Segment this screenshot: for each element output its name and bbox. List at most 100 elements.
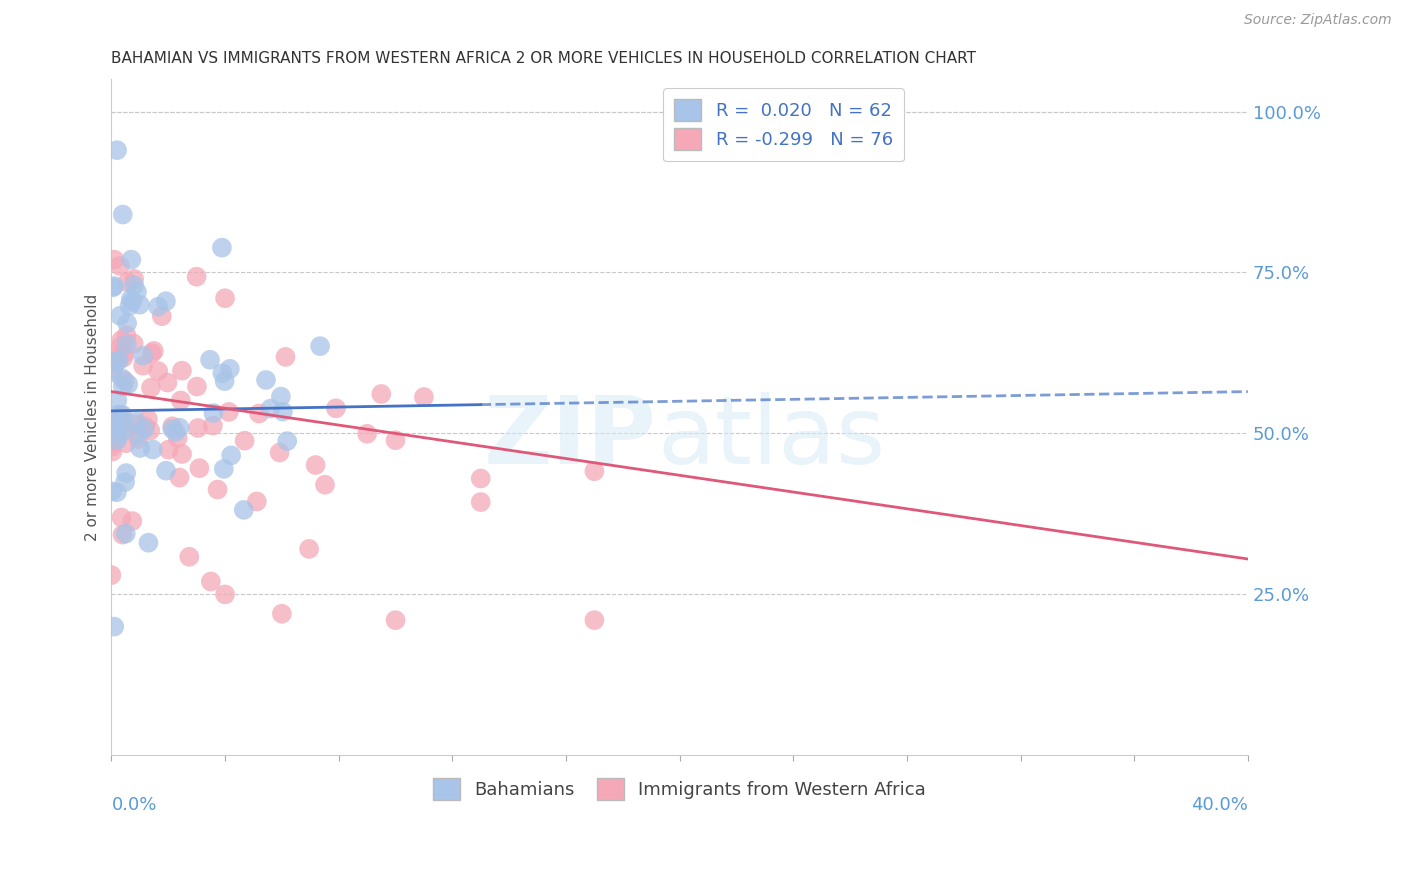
Point	[413, 390, 436, 404]
Point	[111, 415, 134, 429]
Point	[107, 353, 129, 368]
Point	[166, 431, 188, 445]
Point	[101, 280, 124, 294]
Point	[170, 447, 193, 461]
Point	[325, 401, 347, 416]
Text: ZIP: ZIP	[484, 392, 657, 483]
Point	[114, 526, 136, 541]
Point	[304, 458, 326, 472]
Point	[162, 422, 184, 436]
Point	[187, 421, 209, 435]
Point	[132, 359, 155, 373]
Text: atlas: atlas	[657, 392, 886, 483]
Point	[108, 421, 131, 435]
Point	[122, 336, 145, 351]
Point	[121, 294, 143, 309]
Point	[384, 613, 406, 627]
Point	[115, 316, 138, 330]
Point	[104, 416, 127, 430]
Point	[356, 426, 378, 441]
Point	[110, 510, 132, 524]
Point	[218, 361, 240, 376]
Y-axis label: 2 or more Vehicles in Household: 2 or more Vehicles in Household	[86, 293, 100, 541]
Point	[101, 365, 124, 379]
Point	[214, 291, 236, 305]
Point	[110, 409, 132, 423]
Point	[169, 420, 191, 434]
Point	[254, 373, 277, 387]
Point	[101, 484, 124, 499]
Point	[170, 393, 193, 408]
Point	[120, 252, 142, 267]
Point	[114, 475, 136, 489]
Point	[470, 471, 492, 485]
Point	[121, 514, 143, 528]
Point	[112, 351, 135, 365]
Point	[211, 366, 233, 380]
Legend: Bahamians, Immigrants from Western Africa: Bahamians, Immigrants from Western Afric…	[426, 771, 934, 807]
Point	[125, 285, 148, 299]
Point	[111, 208, 134, 222]
Point	[100, 568, 122, 582]
Point	[100, 434, 122, 448]
Point	[108, 309, 131, 323]
Point	[276, 434, 298, 449]
Point	[117, 275, 139, 289]
Point	[111, 408, 134, 422]
Point	[103, 434, 125, 449]
Point	[105, 485, 128, 500]
Point	[170, 364, 193, 378]
Point	[103, 619, 125, 633]
Point	[156, 376, 179, 390]
Point	[202, 406, 225, 420]
Point	[200, 574, 222, 589]
Point	[110, 333, 132, 347]
Point	[271, 404, 294, 418]
Point	[162, 419, 184, 434]
Point	[146, 300, 169, 314]
Point	[125, 414, 148, 428]
Point	[370, 387, 392, 401]
Point	[122, 278, 145, 293]
Point	[233, 434, 256, 448]
Point	[211, 241, 233, 255]
Point	[105, 433, 128, 447]
Point	[134, 419, 156, 434]
Text: 40.0%: 40.0%	[1191, 796, 1249, 814]
Point	[115, 436, 138, 450]
Text: BAHAMIAN VS IMMIGRANTS FROM WESTERN AFRICA 2 OR MORE VEHICLES IN HOUSEHOLD CORRE: BAHAMIAN VS IMMIGRANTS FROM WESTERN AFRI…	[111, 51, 976, 66]
Point	[117, 421, 139, 435]
Point	[142, 343, 165, 358]
Point	[214, 374, 236, 388]
Point	[157, 442, 180, 457]
Point	[470, 495, 492, 509]
Point	[150, 309, 173, 323]
Point	[246, 494, 269, 508]
Point	[155, 464, 177, 478]
Point	[125, 417, 148, 432]
Point	[139, 381, 162, 395]
Point	[188, 461, 211, 475]
Point	[100, 355, 122, 369]
Point	[219, 449, 242, 463]
Point	[114, 374, 136, 388]
Point	[148, 364, 170, 378]
Point	[111, 371, 134, 385]
Point	[103, 349, 125, 363]
Point	[103, 361, 125, 376]
Point	[274, 350, 297, 364]
Point	[105, 392, 128, 407]
Point	[115, 466, 138, 480]
Point	[201, 418, 224, 433]
Point	[101, 444, 124, 458]
Point	[128, 298, 150, 312]
Point	[110, 340, 132, 354]
Point	[155, 294, 177, 309]
Point	[259, 401, 281, 416]
Point	[128, 432, 150, 446]
Point	[309, 339, 332, 353]
Point	[384, 434, 406, 448]
Point	[232, 503, 254, 517]
Point	[269, 445, 291, 459]
Point	[179, 549, 201, 564]
